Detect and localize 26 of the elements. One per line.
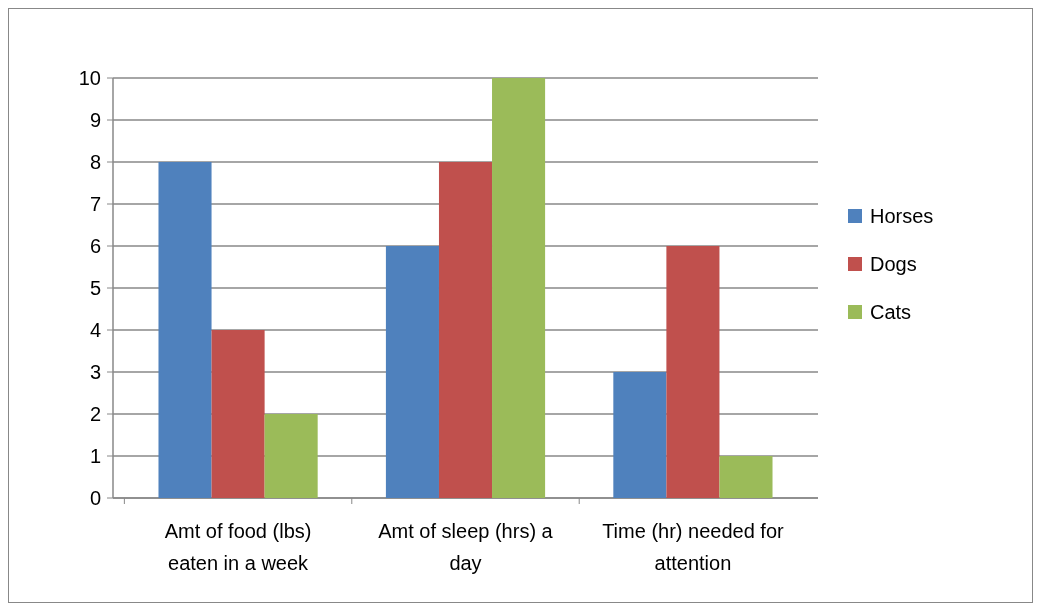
bar <box>158 162 212 498</box>
y-tick-label: 5 <box>89 277 101 299</box>
bar <box>211 330 265 498</box>
bar <box>666 246 720 498</box>
bar <box>438 162 493 498</box>
y-tick-label: 2 <box>89 403 101 425</box>
y-tick-label: 4 <box>89 319 101 341</box>
y-tick-label: 1 <box>89 445 101 467</box>
x-tick-label: Time (hr) needed for attention <box>602 520 785 574</box>
y-tick-label: 8 <box>89 151 101 173</box>
bar <box>492 78 546 498</box>
y-tick-label: 7 <box>89 193 101 215</box>
y-tick-label: 6 <box>89 235 101 257</box>
legend-label: Cats <box>870 301 912 323</box>
legend-label: Dogs <box>870 253 917 275</box>
bar <box>613 372 667 498</box>
y-tick-label: 3 <box>89 361 101 383</box>
legend-label: Horses <box>870 205 934 227</box>
bar <box>264 414 318 498</box>
y-tick-label: 0 <box>89 487 101 509</box>
y-tick-label: 10 <box>78 67 101 89</box>
bar <box>719 456 773 498</box>
bar <box>385 246 439 498</box>
x-tick-label: Amt of food (lbs) eaten in a week <box>164 520 312 574</box>
y-tick-label: 9 <box>89 109 101 131</box>
x-tick-label: Amt of sleep (hrs) a day <box>378 520 554 574</box>
